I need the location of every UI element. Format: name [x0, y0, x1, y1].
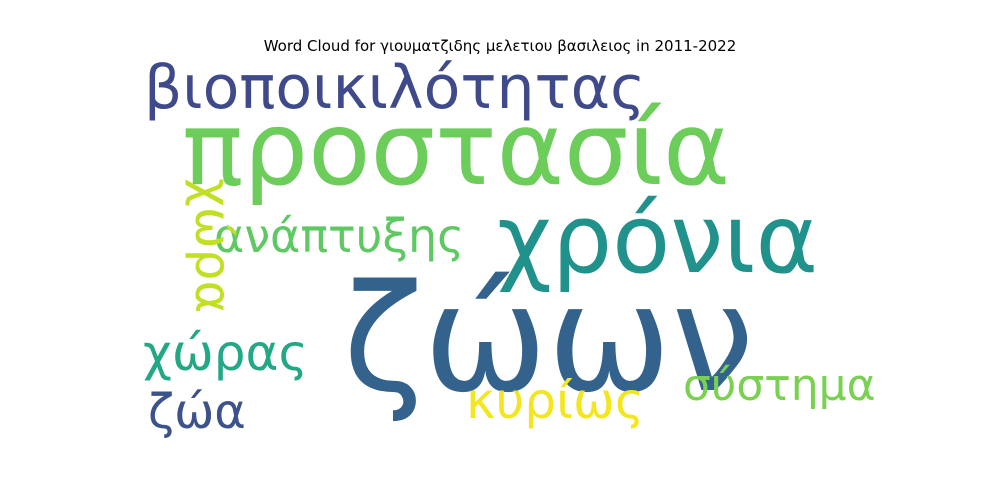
word-0: ζώων	[343, 253, 754, 425]
chart-title: Word Cloud for γιουματζιδης μελετιου βασ…	[263, 37, 737, 55]
word-6: χώρας	[143, 324, 308, 382]
word-2: προστασία	[182, 90, 730, 209]
word-8: σύστημα	[683, 360, 876, 411]
word-9: ζώα	[148, 384, 246, 440]
word-4: ανάπτυξης	[214, 209, 464, 263]
word-5: χώρα	[184, 178, 242, 313]
word-7: κυρίως	[466, 372, 644, 430]
word-3: βιοποικιλότητας	[144, 53, 645, 123]
word-1: χρόνια	[497, 185, 818, 295]
